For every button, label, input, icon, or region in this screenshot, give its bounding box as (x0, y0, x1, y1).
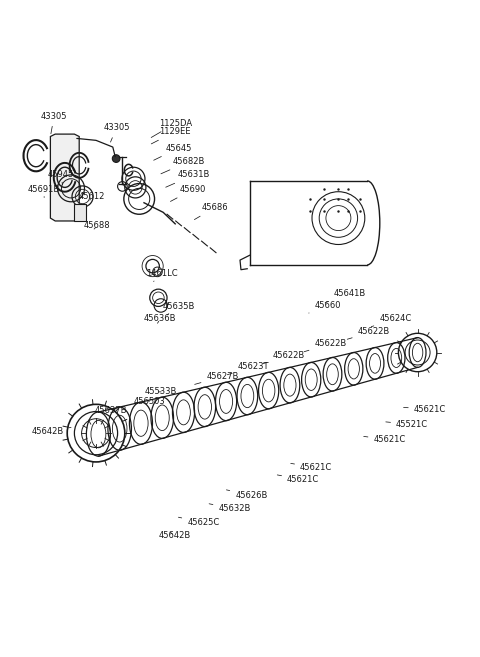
Text: 45627B: 45627B (195, 372, 239, 384)
Text: 45521C: 45521C (386, 420, 428, 429)
Text: 45945: 45945 (48, 170, 74, 185)
Text: 45624C: 45624C (372, 315, 411, 327)
Text: 45631B: 45631B (166, 170, 210, 187)
Text: 45641B: 45641B (325, 290, 366, 303)
Text: 45691B: 45691B (28, 185, 60, 198)
Text: 45642B: 45642B (158, 532, 191, 540)
Text: 45621C: 45621C (291, 463, 332, 472)
Text: 45688: 45688 (84, 221, 110, 231)
Text: 43305: 43305 (103, 124, 130, 142)
Text: 45621C: 45621C (404, 405, 446, 414)
Text: 456503: 456503 (133, 397, 165, 406)
Text: 43305: 43305 (41, 112, 67, 134)
Polygon shape (50, 134, 79, 221)
Text: 45635B: 45635B (162, 302, 194, 315)
Polygon shape (74, 204, 86, 221)
Text: 45682B: 45682B (161, 157, 205, 174)
Text: 45623T: 45623T (228, 363, 269, 374)
Text: 45622B: 45622B (304, 340, 347, 351)
Text: 45533B: 45533B (145, 388, 177, 396)
Text: 45637B: 45637B (95, 405, 128, 415)
Text: 45645: 45645 (154, 143, 192, 160)
Text: 45642B: 45642B (31, 427, 71, 436)
Text: 1129EE: 1129EE (151, 127, 191, 144)
Circle shape (112, 155, 120, 162)
Text: 45612: 45612 (78, 192, 105, 201)
Text: 45621C: 45621C (277, 475, 319, 484)
Text: 45690: 45690 (170, 185, 206, 202)
Text: 1461LC: 1461LC (146, 269, 178, 281)
Text: 45621C: 45621C (364, 436, 406, 444)
Text: 1125DA: 1125DA (151, 118, 192, 137)
Text: 45626B: 45626B (227, 490, 267, 499)
Text: 45622B: 45622B (263, 351, 305, 364)
Text: 45686: 45686 (194, 203, 228, 219)
Text: 45625C: 45625C (179, 517, 219, 527)
Text: 45622B: 45622B (348, 327, 390, 339)
Text: 45660: 45660 (309, 301, 341, 313)
Text: 45636B: 45636B (144, 315, 177, 323)
Text: 45632B: 45632B (209, 504, 251, 514)
